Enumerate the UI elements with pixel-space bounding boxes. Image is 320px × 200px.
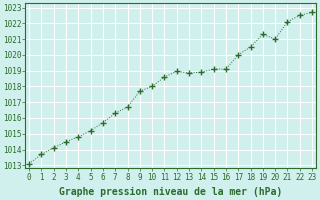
X-axis label: Graphe pression niveau de la mer (hPa): Graphe pression niveau de la mer (hPa): [59, 187, 282, 197]
